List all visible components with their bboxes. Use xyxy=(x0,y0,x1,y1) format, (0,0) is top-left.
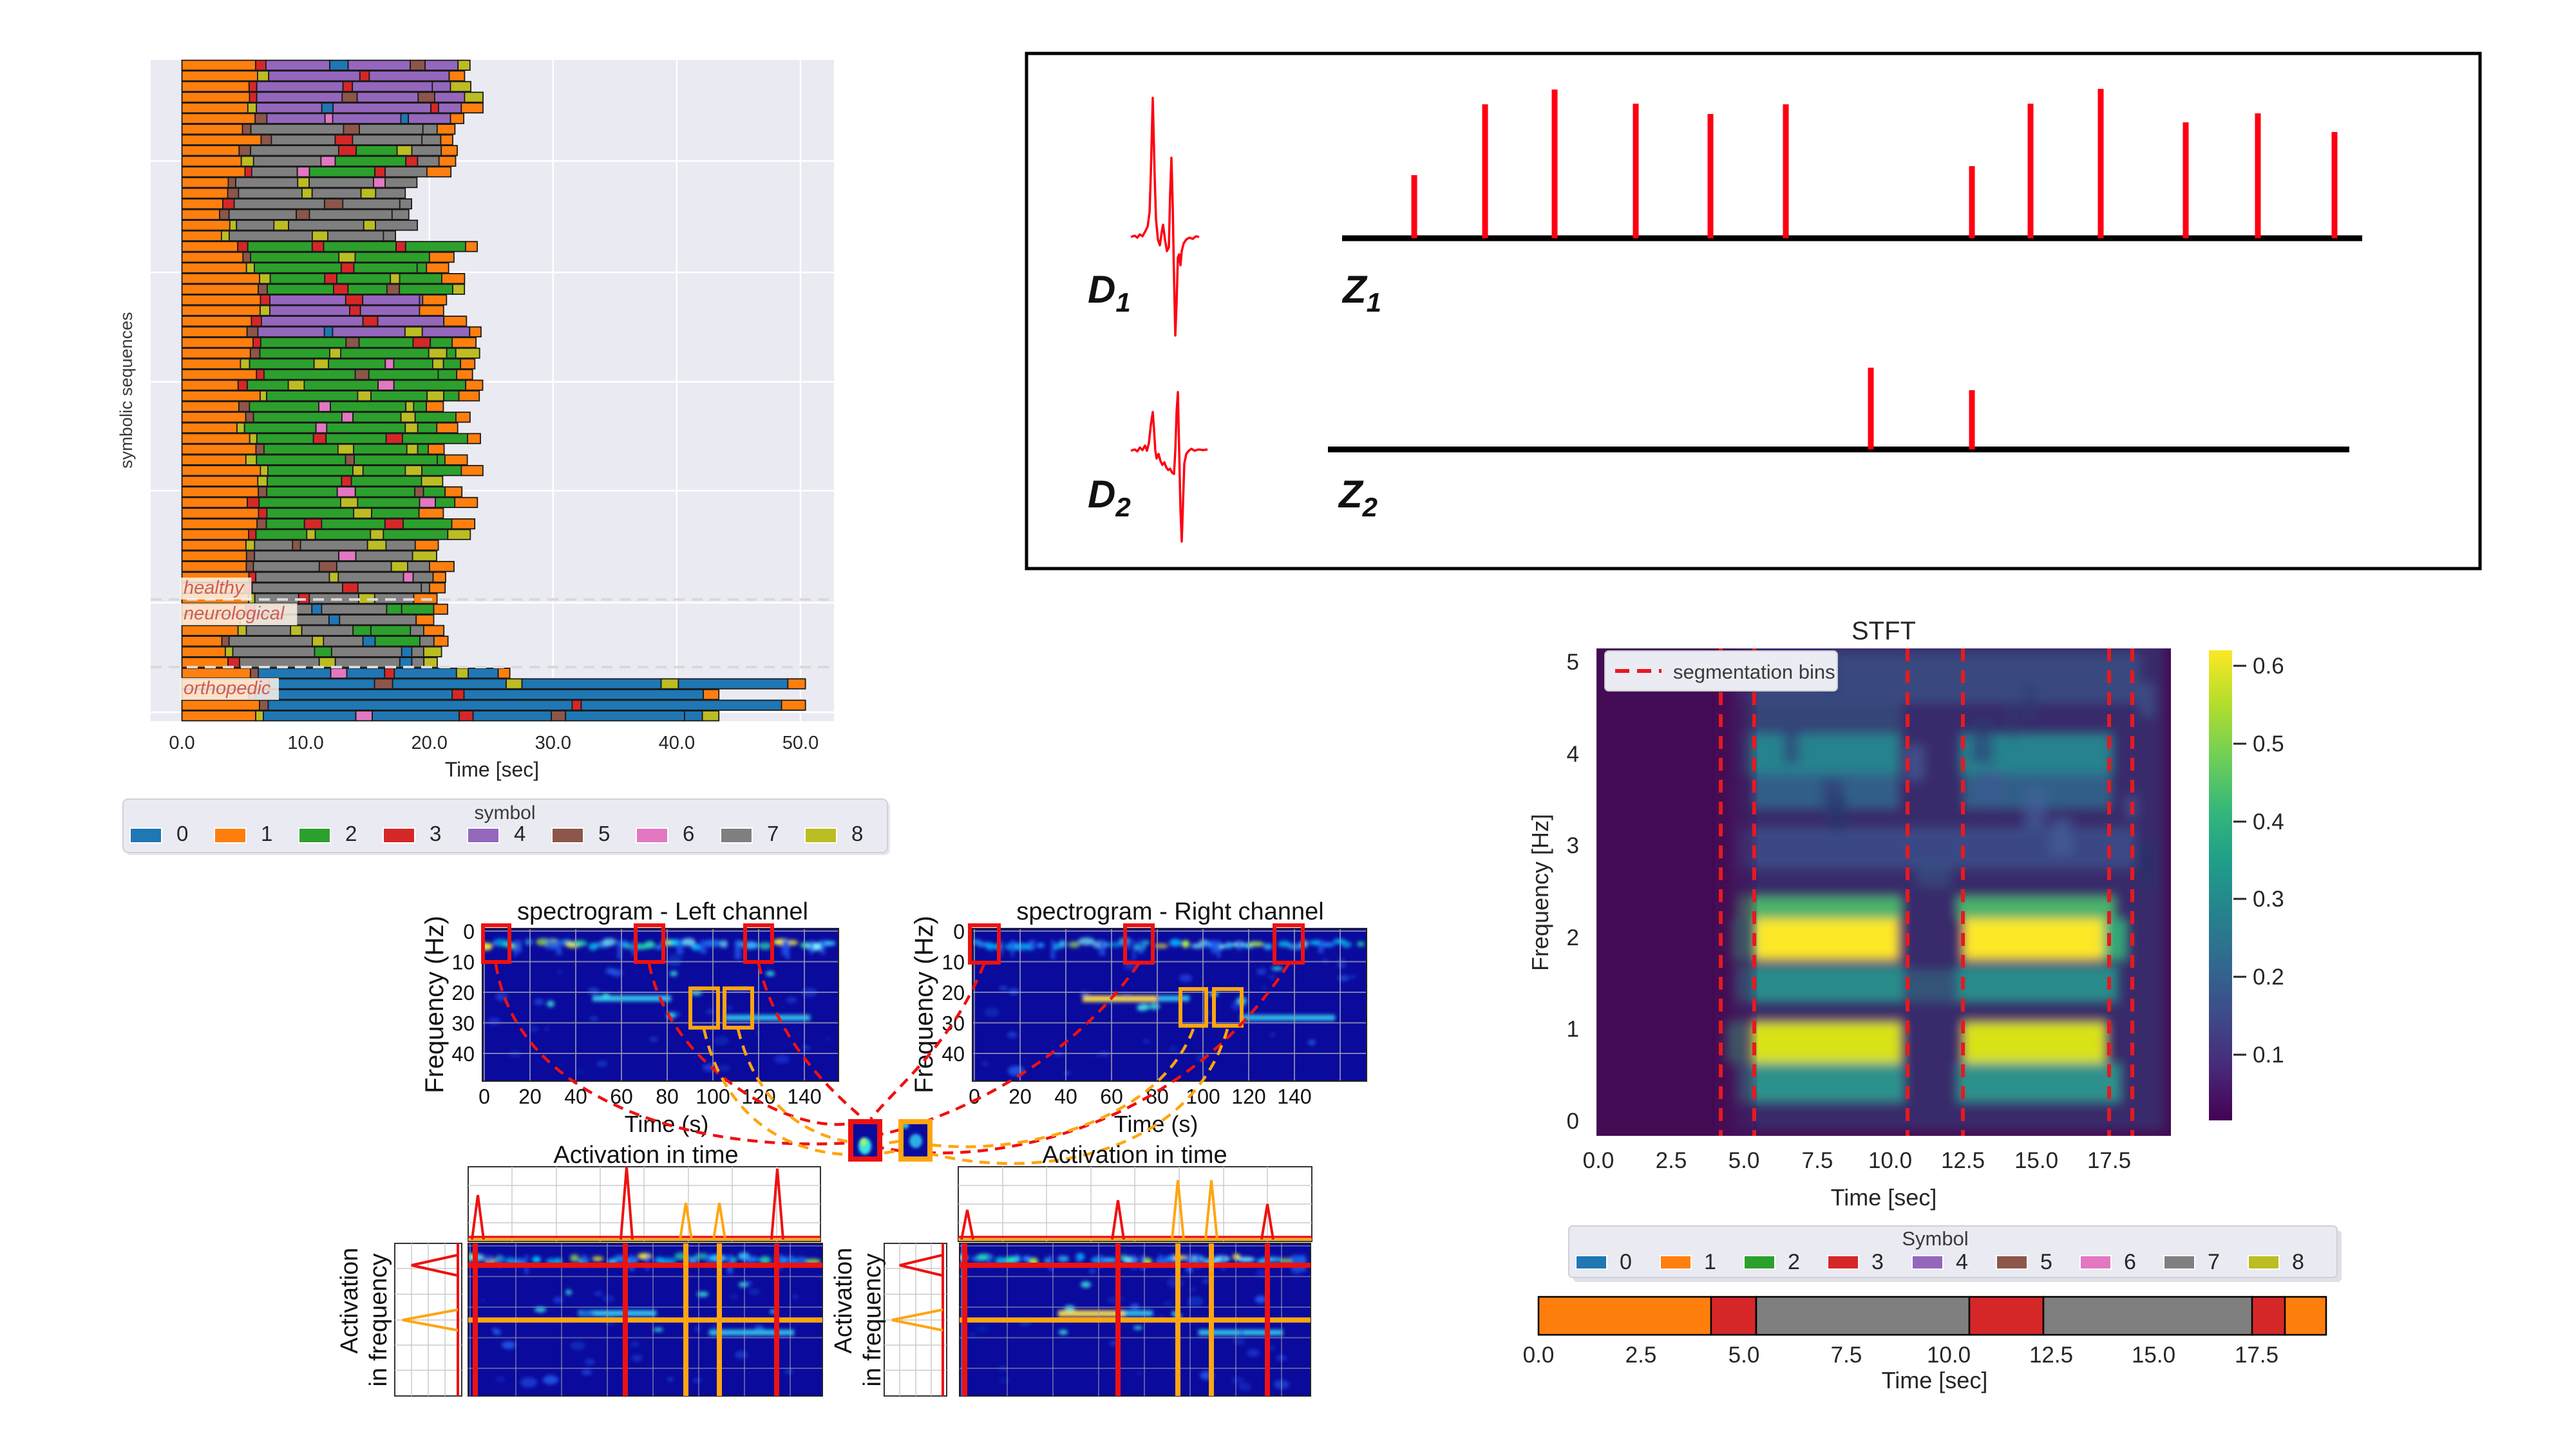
svg-text:neurological: neurological xyxy=(184,603,285,624)
svg-text:6: 6 xyxy=(683,822,694,845)
svg-text:10.0: 10.0 xyxy=(1868,1148,1912,1173)
svg-text:40: 40 xyxy=(451,1042,475,1066)
svg-text:40: 40 xyxy=(1054,1085,1077,1108)
svg-text:0: 0 xyxy=(969,1085,980,1108)
svg-text:Time [sec]: Time [sec] xyxy=(445,758,539,781)
svg-text:1: 1 xyxy=(261,822,272,845)
svg-text:0.0: 0.0 xyxy=(1523,1343,1555,1368)
svg-text:30.0: 30.0 xyxy=(535,733,571,753)
svg-text:80: 80 xyxy=(656,1085,679,1108)
svg-text:4: 4 xyxy=(1567,742,1579,767)
svg-text:Z2: Z2 xyxy=(1338,473,1378,522)
svg-text:segmentation bins: segmentation bins xyxy=(1673,661,1835,683)
svg-text:60: 60 xyxy=(1100,1085,1123,1108)
svg-text:20.0: 20.0 xyxy=(411,733,447,753)
svg-text:0.6: 0.6 xyxy=(2253,654,2284,679)
svg-text:Frequency [Hz]: Frequency [Hz] xyxy=(1527,814,1553,971)
svg-text:10: 10 xyxy=(451,951,475,974)
svg-text:3: 3 xyxy=(1871,1250,1884,1274)
svg-text:140: 140 xyxy=(787,1085,821,1108)
svg-text:7: 7 xyxy=(767,822,779,845)
svg-text:12.5: 12.5 xyxy=(2029,1343,2073,1368)
svg-text:7: 7 xyxy=(2208,1250,2220,1274)
svg-text:orthopedic: orthopedic xyxy=(184,678,271,699)
svg-text:0: 0 xyxy=(478,1085,490,1108)
svg-text:8: 8 xyxy=(2292,1250,2304,1274)
svg-text:Symbol: Symbol xyxy=(1902,1227,1968,1250)
svg-text:0: 0 xyxy=(1567,1109,1579,1134)
svg-text:0.0: 0.0 xyxy=(169,733,194,753)
svg-text:20: 20 xyxy=(942,981,965,1004)
svg-text:5: 5 xyxy=(1567,650,1579,675)
svg-text:Frequency (Hz): Frequency (Hz) xyxy=(910,916,938,1093)
svg-text:140: 140 xyxy=(1277,1085,1311,1108)
svg-text:0: 0 xyxy=(953,920,965,943)
svg-text:in frequency: in frequency xyxy=(365,1253,392,1386)
svg-text:1: 1 xyxy=(1567,1017,1579,1042)
svg-text:spectrogram - Right channel: spectrogram - Right channel xyxy=(1016,898,1323,925)
svg-text:5: 5 xyxy=(2040,1250,2052,1274)
svg-text:0.2: 0.2 xyxy=(2253,965,2284,990)
svg-text:0.0: 0.0 xyxy=(1583,1148,1615,1173)
svg-text:3: 3 xyxy=(430,822,441,845)
svg-text:Frequency (Hz): Frequency (Hz) xyxy=(421,916,449,1093)
svg-text:symbol: symbol xyxy=(474,802,535,824)
svg-text:healthy: healthy xyxy=(184,578,245,598)
svg-text:40: 40 xyxy=(942,1042,965,1066)
svg-text:20: 20 xyxy=(451,981,475,1004)
svg-text:8: 8 xyxy=(851,822,863,845)
svg-text:0.5: 0.5 xyxy=(2253,731,2284,757)
svg-text:2.5: 2.5 xyxy=(1625,1343,1657,1368)
svg-text:7.5: 7.5 xyxy=(1831,1343,1862,1368)
svg-text:100: 100 xyxy=(696,1085,730,1108)
svg-text:Activation in time: Activation in time xyxy=(1042,1142,1227,1169)
svg-text:spectrogram - Left channel: spectrogram - Left channel xyxy=(517,898,808,925)
svg-text:15.0: 15.0 xyxy=(2014,1148,2058,1173)
svg-text:17.5: 17.5 xyxy=(2235,1343,2278,1368)
svg-text:Activation in time: Activation in time xyxy=(553,1142,738,1169)
svg-text:1: 1 xyxy=(1704,1250,1716,1274)
svg-text:120: 120 xyxy=(1231,1085,1265,1108)
svg-text:2: 2 xyxy=(345,822,357,845)
svg-text:10: 10 xyxy=(942,951,965,974)
svg-text:12.5: 12.5 xyxy=(1941,1148,1985,1173)
svg-text:10.0: 10.0 xyxy=(287,733,323,753)
svg-text:Time [sec]: Time [sec] xyxy=(1882,1367,1988,1393)
svg-text:0: 0 xyxy=(1620,1250,1632,1274)
svg-text:6: 6 xyxy=(2124,1250,2136,1274)
svg-text:symbolic sequences: symbolic sequences xyxy=(117,312,136,468)
svg-text:20: 20 xyxy=(518,1085,542,1108)
svg-text:0.3: 0.3 xyxy=(2253,887,2284,912)
svg-text:5.0: 5.0 xyxy=(1728,1148,1760,1173)
svg-text:0.4: 0.4 xyxy=(2253,809,2284,834)
svg-text:2: 2 xyxy=(1567,925,1579,950)
svg-text:7.5: 7.5 xyxy=(1802,1148,1833,1173)
svg-text:40.0: 40.0 xyxy=(659,733,695,753)
svg-text:Time [sec]: Time [sec] xyxy=(1831,1184,1937,1211)
svg-text:4: 4 xyxy=(1956,1250,1968,1274)
svg-text:3: 3 xyxy=(1567,833,1579,858)
svg-text:50.0: 50.0 xyxy=(782,733,819,753)
svg-text:in frequency: in frequency xyxy=(859,1253,886,1386)
svg-text:2: 2 xyxy=(1788,1250,1800,1274)
svg-text:Activation: Activation xyxy=(336,1248,363,1354)
svg-text:0: 0 xyxy=(176,822,188,845)
svg-text:15.0: 15.0 xyxy=(2132,1343,2175,1368)
svg-text:10.0: 10.0 xyxy=(1927,1343,1971,1368)
svg-text:5.0: 5.0 xyxy=(1728,1343,1760,1368)
svg-text:Activation: Activation xyxy=(830,1248,857,1354)
svg-text:30: 30 xyxy=(451,1012,475,1035)
svg-text:17.5: 17.5 xyxy=(2087,1148,2131,1173)
svg-text:5: 5 xyxy=(598,822,610,845)
svg-text:2.5: 2.5 xyxy=(1656,1148,1687,1173)
svg-text:0: 0 xyxy=(463,920,475,943)
svg-text:4: 4 xyxy=(514,822,526,845)
svg-text:20: 20 xyxy=(1009,1085,1032,1108)
svg-text:STFT: STFT xyxy=(1852,617,1916,645)
svg-text:0.1: 0.1 xyxy=(2253,1042,2284,1068)
